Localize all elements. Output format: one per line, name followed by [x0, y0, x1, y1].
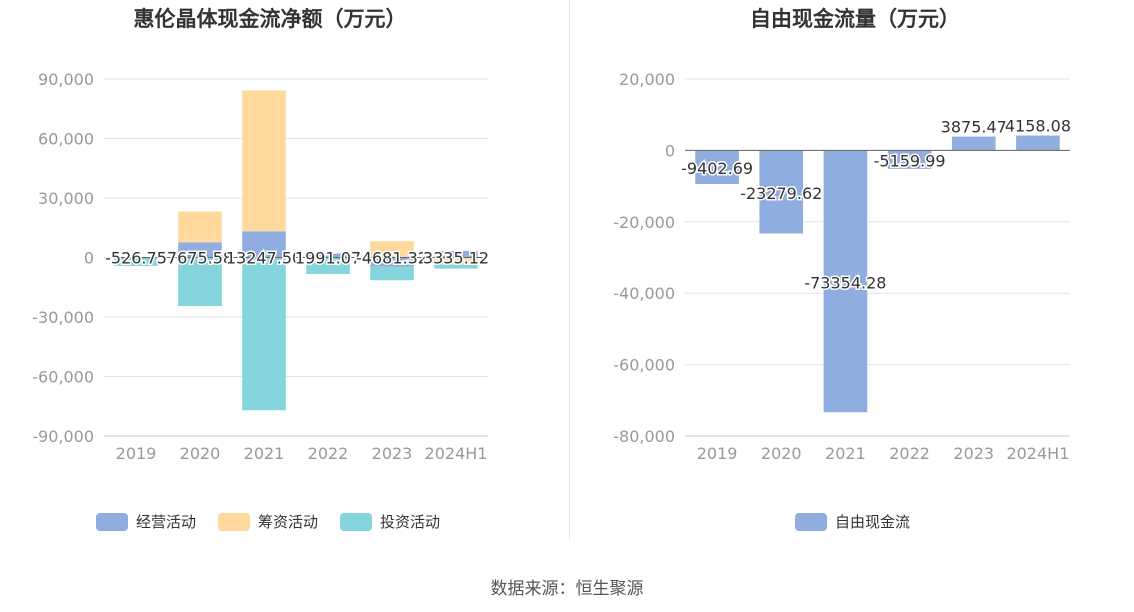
x-tick-label: 2019 [697, 444, 738, 463]
y-tick-label: 0 [665, 141, 675, 160]
x-tick-label: 2020 [180, 444, 221, 463]
bar-segment [242, 257, 286, 411]
y-tick-label: -60,000 [32, 368, 94, 387]
data-label: -23279.62 [740, 184, 822, 203]
x-tick-label: 2022 [889, 444, 930, 463]
bar-segment [306, 257, 350, 274]
y-tick-label: 0 [84, 249, 94, 268]
bar [823, 150, 868, 413]
legend-swatch [795, 513, 827, 531]
bar-segment [434, 257, 478, 265]
bar [695, 150, 739, 184]
data-label: 3875.47 [941, 118, 1007, 137]
legend-swatch [340, 513, 372, 531]
data-label: -526.75 [105, 249, 167, 268]
y-tick-label: -30,000 [32, 308, 94, 327]
y-tick-label: -40,000 [613, 284, 675, 303]
chart-title: 自由现金流量（万元） [750, 7, 960, 31]
data-label: -9402.69 [681, 159, 753, 178]
chart-title: 惠伦晶体现金流净额（万元） [134, 7, 407, 31]
bar-segment [178, 242, 222, 258]
legend-label: 经营活动 [136, 513, 196, 531]
data-label: 7675.58 [167, 249, 233, 268]
bar [887, 150, 932, 169]
bar-segment [434, 250, 478, 258]
bar-segment [114, 257, 158, 259]
legend-swatch [218, 513, 250, 531]
y-tick-label: 60,000 [38, 130, 94, 149]
bar-segment [242, 231, 286, 258]
bar-segment [370, 266, 414, 281]
data-label: 13247.50 [226, 249, 302, 268]
y-tick-label: 30,000 [38, 189, 94, 208]
bar-segment [370, 257, 414, 267]
y-tick-label: -80,000 [613, 427, 675, 446]
x-tick-label: 2019 [116, 444, 157, 463]
x-tick-label: 2023 [372, 444, 413, 463]
x-tick-label: 2021 [244, 444, 285, 463]
bar [1016, 135, 1060, 151]
x-tick-label: 2024H1 [1006, 444, 1069, 463]
legend-swatch [96, 513, 128, 531]
data-label: 3335.12 [423, 249, 489, 268]
legend-label: 自由现金流 [835, 513, 910, 531]
x-tick-label: 2024H1 [425, 444, 488, 463]
x-tick-label: 2020 [761, 444, 802, 463]
x-tick-label: 2022 [308, 444, 349, 463]
legend-label: 筹资活动 [258, 513, 318, 531]
cash-flow-net-chart: 惠伦晶体现金流净额（万元） 90,000 60,000 30,000 0 -30,000 -… [32, 7, 491, 531]
legend-label: 投资活动 [380, 513, 440, 531]
bar-segment [306, 253, 350, 258]
bar-segment [178, 257, 222, 307]
x-tick-label: 2021 [825, 444, 866, 463]
bar [759, 150, 804, 234]
bar-segment [178, 211, 222, 243]
chart-divider [569, 0, 570, 540]
bar-segment [370, 241, 414, 258]
free-cash-flow-chart: 自由现金流量（万元） 20,000 0 -20,000 -40,000 -60,000 -8… [613, 7, 1073, 531]
bar-segment [114, 258, 158, 266]
data-label: -73354.28 [804, 273, 886, 292]
data-label: -4681.32 [356, 249, 428, 268]
data-label: 1991.07 [295, 249, 361, 268]
data-label: -5159.99 [874, 152, 946, 171]
bar-segment [434, 264, 478, 269]
y-tick-label: -60,000 [613, 356, 675, 375]
data-label: 4158.08 [1005, 117, 1071, 136]
bar-segment [242, 90, 286, 232]
bar [951, 136, 996, 151]
y-tick-label: 90,000 [38, 70, 94, 89]
y-tick-label: 20,000 [619, 70, 675, 89]
y-tick-label: -90,000 [32, 427, 94, 446]
data-source-note: 数据来源：恒生聚源 [490, 579, 644, 599]
y-tick-label: -20,000 [613, 213, 675, 232]
x-tick-label: 2023 [953, 444, 994, 463]
